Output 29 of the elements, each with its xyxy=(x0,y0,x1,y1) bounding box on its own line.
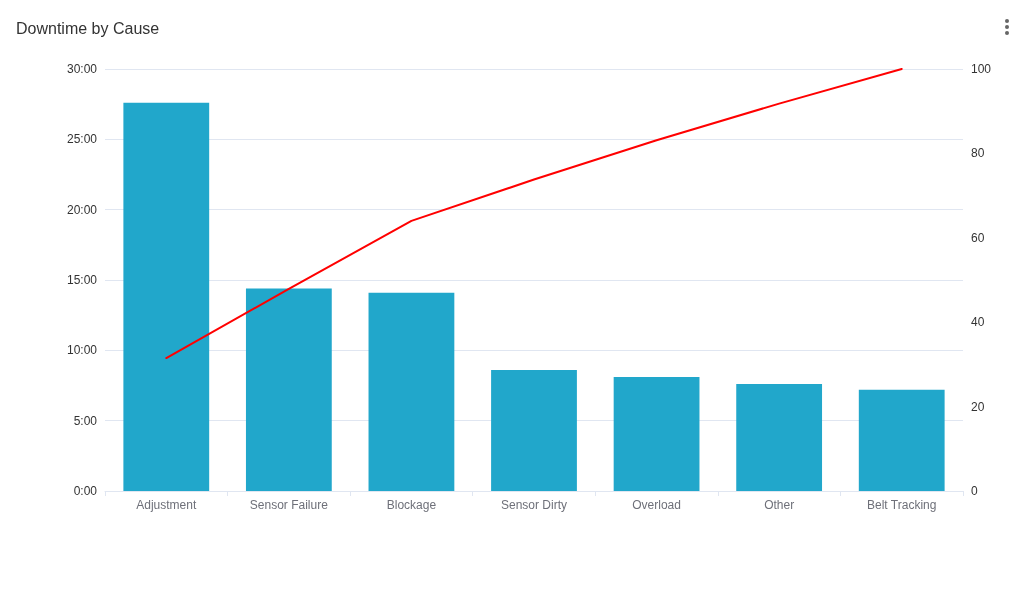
y2-tick-label: 80 xyxy=(971,146,985,161)
x-tick-label: Adjustment xyxy=(136,498,197,512)
x-tick-label: Sensor Dirty xyxy=(500,498,568,512)
y-tick-label: 20:00 xyxy=(66,202,98,217)
y2-tick-label: 40 xyxy=(971,315,985,330)
y-tick-label: 10:00 xyxy=(66,343,98,358)
x-tick-label: Sensor Failure xyxy=(249,498,329,512)
bar xyxy=(613,377,700,491)
y-tick-label: 0:00 xyxy=(73,484,98,498)
y2-tick-label: 100 xyxy=(971,62,992,76)
bar xyxy=(123,102,210,491)
y-tick-label: 25:00 xyxy=(66,132,98,147)
y2-tick-label: 0 xyxy=(971,484,978,498)
y-tick-label: 5:00 xyxy=(73,413,98,428)
x-tick-label: Belt Tracking xyxy=(867,498,937,512)
y2-tick-label: 20 xyxy=(971,399,985,414)
bar xyxy=(245,288,332,491)
x-tick-label: Other xyxy=(764,498,795,512)
y-tick-label: 15:00 xyxy=(66,273,98,287)
line-series xyxy=(165,68,903,360)
x-tick-label: Blockage xyxy=(386,498,437,512)
y-tick-label: 30:00 xyxy=(66,62,98,76)
bar xyxy=(858,389,945,491)
bar xyxy=(368,292,455,491)
bar xyxy=(491,370,577,491)
bar xyxy=(736,384,823,491)
x-tick-label: Overload xyxy=(632,498,681,512)
chart-title: Downtime by Cause xyxy=(16,19,160,37)
y2-tick-label: 60 xyxy=(971,230,985,245)
